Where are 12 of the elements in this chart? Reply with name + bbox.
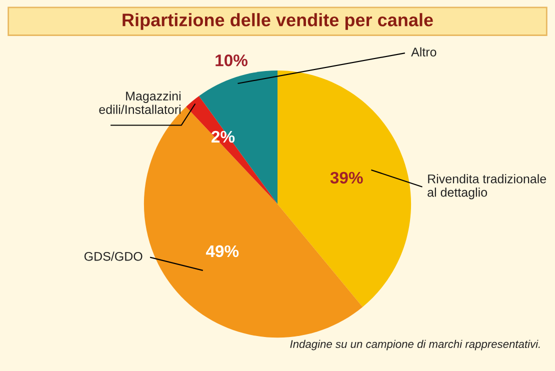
slice-label: Altro [411, 47, 436, 56]
slice-label: Rivendita tradizionale al dettaglio [428, 174, 546, 200]
slice-label: Magazzini edili/Installatori [99, 91, 180, 114]
data-label: 10% [216, 54, 248, 66]
pie-slice [198, 70, 278, 204]
data-label: 49% [206, 245, 239, 258]
pie-slice [278, 70, 412, 307]
text: Indagine su un campione di marchi rappresentativi. [290, 340, 540, 350]
slice-label: GDS/GDO [84, 252, 142, 261]
data-label: 39% [330, 172, 363, 184]
chart-title: Ripartizione delle vendite per canale [122, 13, 433, 30]
pie-slice [186, 96, 278, 204]
